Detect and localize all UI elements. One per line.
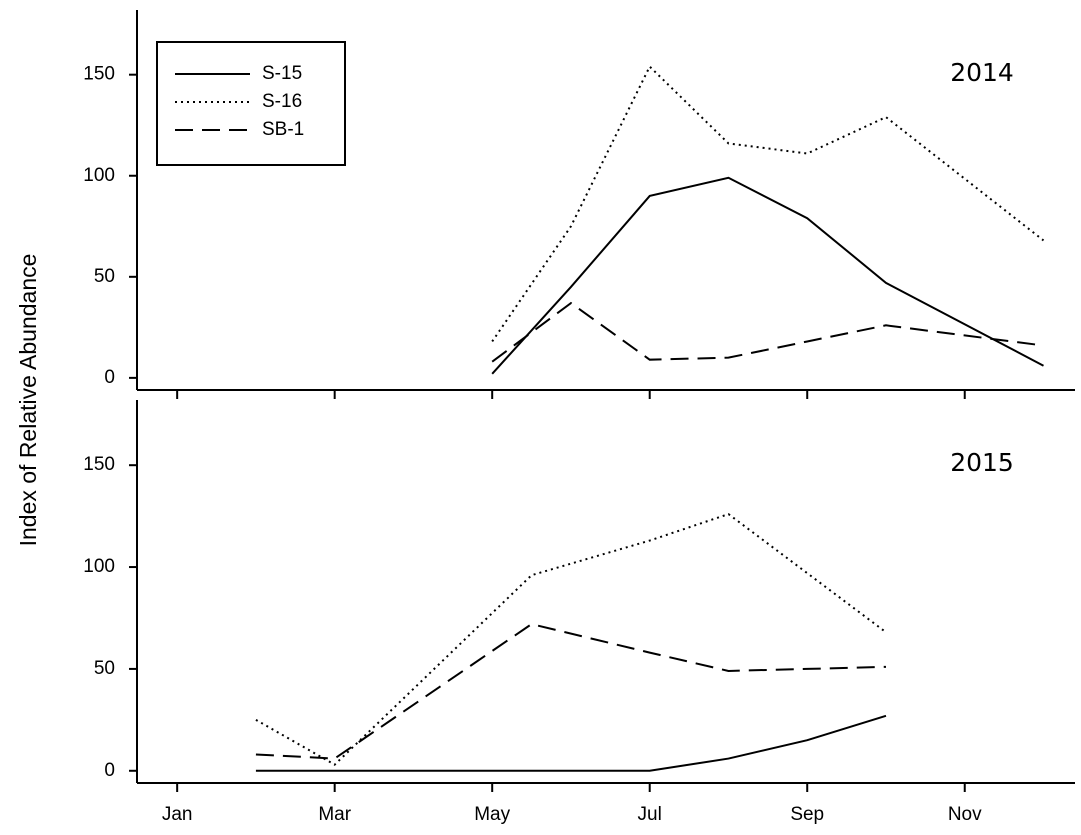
y-tick-label: 0 — [104, 760, 115, 781]
legend: S-15 S-16 SB-1 — [156, 41, 346, 166]
y-tick-label: 150 — [83, 454, 115, 475]
y-tick-label: 50 — [94, 658, 115, 679]
x-tick-label: Nov — [948, 804, 982, 825]
y-tick-label: 100 — [83, 165, 115, 186]
x-tick-label: May — [474, 804, 510, 825]
series-line — [491, 64, 1045, 343]
panel-label: 2014 — [950, 58, 1014, 87]
series-line — [491, 301, 1044, 363]
series-line — [491, 176, 1044, 375]
legend-label: SB-1 — [262, 119, 304, 140]
legend-label: S-16 — [262, 91, 302, 112]
x-tick-label: Jan — [162, 804, 193, 825]
y-tick-label: 50 — [94, 266, 115, 287]
y-axis-label: Index of Relative Abundance — [15, 254, 41, 547]
series-line — [255, 623, 887, 760]
legend-label: S-15 — [262, 63, 302, 84]
x-tick-label: Sep — [790, 804, 824, 825]
series-line — [255, 512, 887, 766]
series-line — [255, 714, 887, 772]
y-tick-label: 0 — [104, 367, 115, 388]
legend-box — [156, 41, 346, 166]
x-tick-label: Mar — [318, 804, 351, 825]
y-tick-label: 100 — [83, 556, 115, 577]
y-tick-label: 150 — [83, 64, 115, 85]
panel-label: 2015 — [950, 448, 1014, 477]
x-tick-label: Jul — [638, 804, 662, 825]
